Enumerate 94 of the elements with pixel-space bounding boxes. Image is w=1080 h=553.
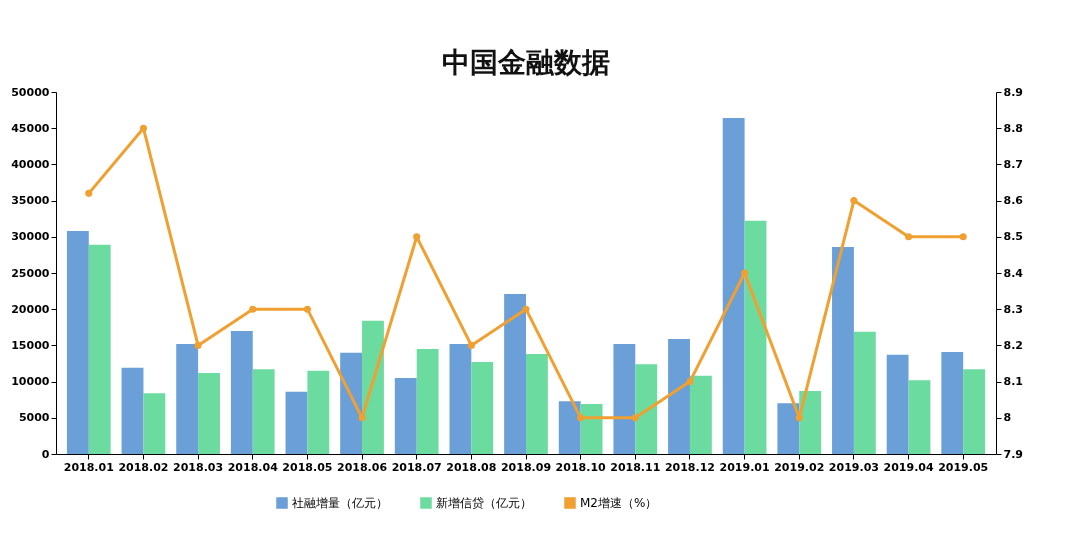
bar [668,338,690,454]
x-tick-label: 2019.01 [719,460,770,474]
bar [908,380,931,454]
x-tick-label: 2018.10 [555,460,607,474]
x-tick-label: 2018.07 [391,460,442,474]
bar [886,354,909,454]
y2-tick-label: 8.1 [1003,375,1023,389]
y2-tick-label: 8.5 [1003,230,1023,244]
y-tick-label: 35000 [11,194,50,208]
y2-tick-label: 8 [1003,411,1012,425]
point [85,189,93,197]
bar [362,320,384,454]
bar [340,352,363,454]
bar [504,294,526,454]
y-tick-label: 10000 [11,375,50,389]
x-tick-label: 2018.12 [664,460,716,474]
point [358,414,366,422]
point [303,305,311,313]
x-tick-label: 2018.08 [446,460,497,474]
bar [526,354,548,454]
point [139,124,147,132]
bar [66,231,89,454]
y2-tick-label: 8.3 [1003,302,1023,316]
x-tick-label: 2019.04 [883,460,934,474]
y2-tick-label: 8.8 [1003,121,1023,135]
bar [558,401,581,454]
point [959,233,967,241]
bar [832,246,854,454]
x-tick-label: 2018.02 [118,460,169,474]
x-tick-label: 2018.09 [500,460,552,474]
x-tick-label: 2019.05 [938,460,989,474]
bar [689,375,712,454]
point [413,233,421,241]
point [905,233,913,241]
bar [744,220,767,454]
y-tick-label: 25000 [11,266,50,280]
point [194,341,202,349]
y-tick-label: 0 [41,447,50,461]
bar [963,369,986,454]
point [522,305,530,313]
bar [394,377,417,454]
y-tick-label: 15000 [11,338,50,352]
bar [853,331,876,454]
y2-tick-label: 8.6 [1003,194,1024,208]
x-tick-label: 2018.03 [173,460,224,474]
bar [471,362,494,454]
bar [941,351,964,454]
legend-label: 社融增量（亿元） [292,496,388,510]
bar [88,244,111,454]
point [741,269,749,277]
y-tick-label: 30000 [11,230,50,244]
bar [449,343,472,454]
bar [307,370,330,454]
bar [176,343,199,454]
legend-label: 新增信贷（亿元） [436,496,532,510]
point [795,414,803,422]
bar [198,372,220,454]
chart-title: 中国金融数据 [442,46,610,79]
bar [252,369,275,454]
y2-tick-label: 8.7 [1003,157,1023,171]
x-tick-label: 2018.11 [610,460,661,474]
y-tick-label: 5000 [18,411,50,425]
bar [143,393,166,454]
point [467,341,475,349]
legend-label: M2增速（%） [580,496,658,510]
y2-tick-label: 7.9 [1003,447,1023,461]
bar [799,391,822,454]
x-tick-label: 2018.06 [336,460,388,474]
point [577,414,585,422]
y-tick-label: 45000 [11,121,50,135]
x-tick-label: 2018.05 [282,460,333,474]
x-tick-label: 2019.02 [774,460,825,474]
x-tick-label: 2018.04 [227,460,279,474]
bar [416,349,439,454]
bar [230,330,253,454]
point [249,305,257,313]
y2-tick-label: 8.4 [1003,266,1024,280]
point [631,414,639,422]
bar [121,367,144,454]
y-tick-label: 40000 [11,157,50,171]
x-tick-label: 2019.03 [828,460,879,474]
point [850,197,858,205]
y2-tick-label: 8.9 [1003,85,1023,99]
bar [722,118,745,454]
bar [613,343,636,454]
x-tick-label: 2018.01 [63,460,114,474]
bar [635,364,658,454]
y2-tick-label: 8.2 [1003,338,1023,352]
point [686,378,694,386]
bar [580,404,603,454]
bar [285,391,308,454]
y-tick-label: 20000 [11,302,50,316]
y-tick-label: 50000 [11,85,50,99]
bar [777,403,800,454]
